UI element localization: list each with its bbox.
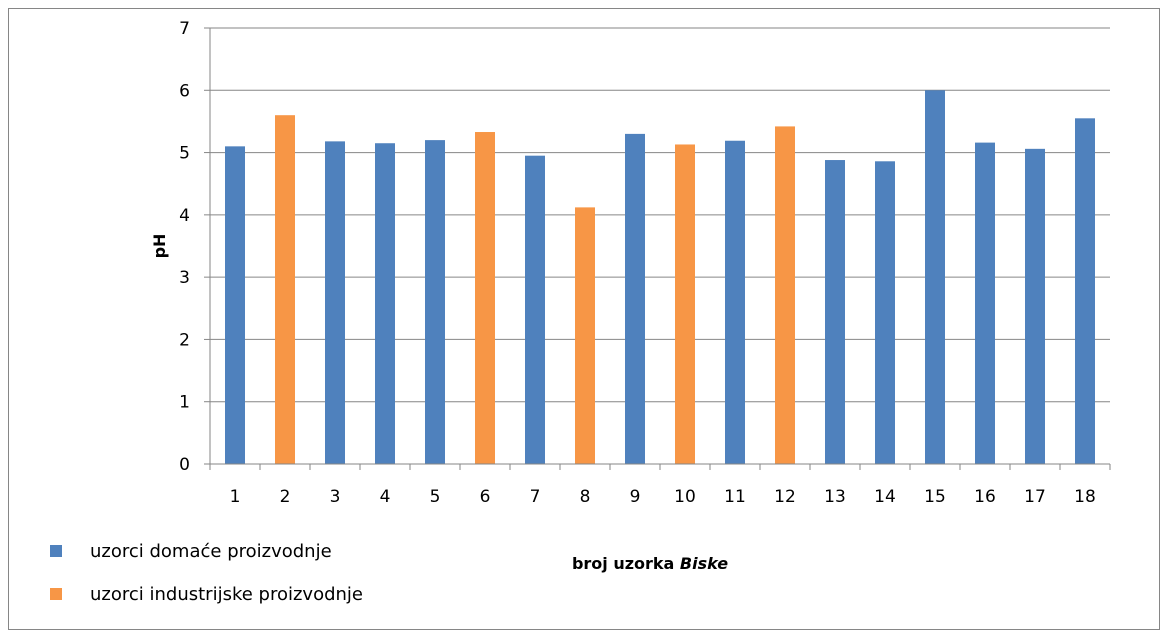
x-axis-title-main: broj uzorka <box>572 554 680 573</box>
x-tick-label: 12 <box>774 487 796 507</box>
bar-2 <box>275 115 295 464</box>
x-tick-label: 5 <box>430 487 441 507</box>
x-tick-label: 13 <box>824 487 846 507</box>
legend: uzorci domaće proizvodnje uzorci industr… <box>50 541 363 605</box>
x-axis-title: broj uzorka Biske <box>572 554 728 573</box>
bar-5 <box>425 140 445 464</box>
bar-14 <box>875 161 895 464</box>
bar-9 <box>625 133 645 464</box>
y-tick-labels: 0 1 2 3 4 5 6 7 <box>179 19 210 475</box>
x-axis-title-italic: Biske <box>680 554 728 573</box>
x-tick-label: 17 <box>1024 487 1046 507</box>
x-tick-label: 14 <box>874 487 896 507</box>
bar-11 <box>725 140 745 465</box>
y-tick-label: 5 <box>179 144 190 164</box>
y-axis-title: pH <box>150 234 169 259</box>
bar-8 <box>575 207 595 464</box>
y-tick-label: 1 <box>179 393 190 413</box>
bar-17 <box>1025 148 1045 464</box>
x-tick-label: 2 <box>280 487 291 507</box>
y-tick-label: 2 <box>179 330 190 350</box>
y-tick-label: 3 <box>179 268 190 288</box>
grid-lines <box>210 27 1110 403</box>
x-tick-labels: 1 2 3 4 5 6 7 8 9 10 11 12 13 14 15 16 17 18 <box>209 464 1111 507</box>
x-tick-label: 3 <box>330 487 341 507</box>
bar-4 <box>375 143 395 464</box>
x-tick-label: 18 <box>1074 487 1096 507</box>
bar-16 <box>975 142 995 464</box>
bar-10 <box>675 144 695 464</box>
x-tick-label: 8 <box>580 487 591 507</box>
bars-group <box>225 90 1095 465</box>
bar-3 <box>325 141 345 465</box>
y-tick-label: 6 <box>179 81 190 101</box>
x-tick-label: 7 <box>530 487 541 507</box>
bar-12 <box>775 126 795 464</box>
y-tick-label: 0 <box>179 455 190 475</box>
x-tick-label: 11 <box>724 487 746 507</box>
x-tick-label: 6 <box>480 487 491 507</box>
x-tick-label: 4 <box>380 487 391 507</box>
bar-6 <box>475 132 495 464</box>
bar-13 <box>825 160 845 464</box>
bar-7 <box>525 155 545 464</box>
legend-swatch-industrijske <box>50 588 62 600</box>
x-tick-label: 15 <box>924 487 946 507</box>
x-tick-label: 10 <box>674 487 696 507</box>
legend-label-domace: uzorci domaće proizvodnje <box>90 541 332 562</box>
y-tick-label: 4 <box>179 206 190 226</box>
bar-18 <box>1075 118 1095 465</box>
bar-1 <box>225 146 245 465</box>
legend-label-industrijske: uzorci industrijske proizvodnje <box>90 584 363 605</box>
bar-15 <box>925 90 945 465</box>
x-tick-label: 16 <box>974 487 996 507</box>
x-tick-label: 1 <box>230 487 241 507</box>
x-tick-label: 9 <box>630 487 641 507</box>
y-tick-label: 7 <box>179 19 190 39</box>
legend-swatch-domace <box>50 545 62 557</box>
